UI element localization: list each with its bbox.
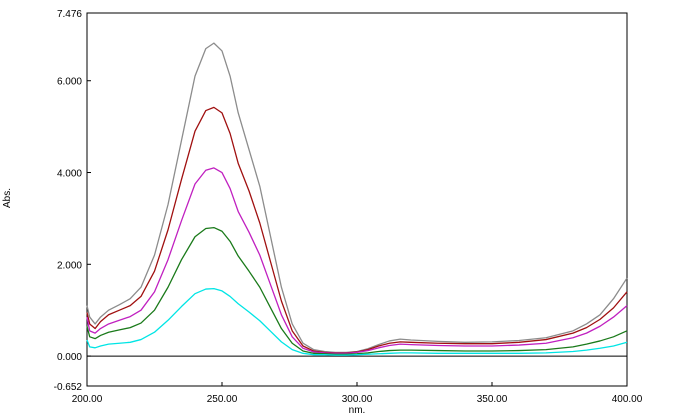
x-axis-ticks: 200.00 250.00 300.00 350.00 400.00 <box>72 382 643 405</box>
x-tick-label: 200.00 <box>72 394 103 405</box>
series-line-3 <box>86 167 628 354</box>
series-group <box>86 42 628 356</box>
y-tick-label: 6.000 <box>57 77 82 88</box>
y-tick-label: 4.000 <box>57 169 82 180</box>
x-tick-label: 400.00 <box>612 394 643 405</box>
series-line-5 <box>86 287 628 356</box>
y-tick-label: 7.476 <box>57 9 82 20</box>
y-axis-label: Abs. <box>2 188 13 208</box>
y-tick-label: 2.000 <box>57 260 82 271</box>
series-line-4 <box>86 226 628 355</box>
series-line-1 <box>86 42 628 354</box>
y-tick-label: 0.000 <box>57 352 82 363</box>
plot-frame <box>86 12 628 387</box>
x-tick-label: 350.00 <box>477 394 508 405</box>
x-axis-label: nm. <box>349 405 366 416</box>
x-tick-label: 300.00 <box>342 394 373 405</box>
y-tick-label: -0.652 <box>54 382 83 393</box>
y-axis-ticks: -0.652 0.000 2.000 4.000 6.000 7.476 <box>54 9 91 393</box>
x-tick-label: 250.00 <box>207 394 238 405</box>
series-line-2 <box>86 106 628 354</box>
